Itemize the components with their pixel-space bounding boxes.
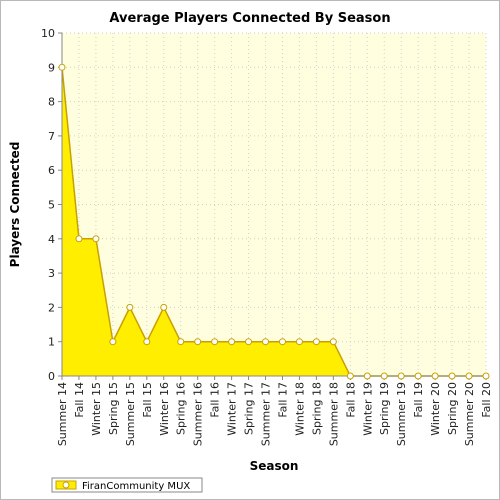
x-tick-label: Summer 16 <box>192 382 205 446</box>
x-tick-label: Fall 17 <box>276 382 289 418</box>
data-point <box>92 235 100 243</box>
x-tick-label: Spring 15 <box>107 382 120 435</box>
data-point <box>431 372 439 380</box>
x-tick-label: Winter 15 <box>90 382 103 436</box>
legend-marker <box>62 481 70 489</box>
data-point <box>448 372 456 380</box>
x-axis: Summer 14 Fall 14 Winter 15 Spring 15 Summer… <box>56 375 493 446</box>
x-tick-label: Winter 20 <box>429 382 442 436</box>
data-point <box>329 338 337 346</box>
series-area-fill <box>62 67 486 377</box>
data-point <box>278 338 286 346</box>
data-point <box>397 372 405 380</box>
data-point <box>380 372 388 380</box>
data-point <box>143 338 151 346</box>
data-point <box>109 338 117 346</box>
x-tick-label: Winter 19 <box>361 382 374 436</box>
x-tick-label: Spring 19 <box>378 382 391 435</box>
x-tick-label: Summer 19 <box>395 382 408 446</box>
x-tick-label: Summer 14 <box>56 382 69 446</box>
data-point <box>312 338 320 346</box>
data-point <box>228 338 236 346</box>
data-point <box>211 338 219 346</box>
x-axis-title: Season <box>250 459 299 473</box>
x-tick-label: Summer 20 <box>463 382 476 446</box>
y-tick-label: 1 <box>48 336 55 349</box>
x-tick-label: Fall 14 <box>73 382 86 418</box>
x-tick-label: Winter 17 <box>226 382 239 436</box>
data-point <box>194 338 202 346</box>
y-tick-label: 7 <box>48 130 55 143</box>
data-point <box>482 372 490 380</box>
x-tick-label: Summer 17 <box>260 382 273 446</box>
x-tick-label: Spring 18 <box>310 382 323 435</box>
data-point <box>465 372 473 380</box>
y-tick-label: 0 <box>48 370 55 383</box>
y-tick-label: 6 <box>48 164 55 177</box>
y-axis-title: Players Connected <box>8 142 22 268</box>
data-point <box>363 372 371 380</box>
y-tick-label: 10 <box>41 27 55 40</box>
data-point <box>75 235 83 243</box>
y-tick-label: 5 <box>48 199 55 212</box>
y-axis: 0 1 2 3 4 5 6 7 8 9 10 <box>41 27 63 383</box>
x-tick-label: Fall 18 <box>344 382 357 418</box>
data-point <box>126 303 134 311</box>
y-tick-label: 4 <box>48 233 55 246</box>
x-tick-label: Summer 15 <box>124 382 137 446</box>
x-tick-label: Fall 15 <box>141 382 154 418</box>
legend: FiranCommunity MUX <box>51 477 203 493</box>
data-point <box>160 303 168 311</box>
data-point <box>414 372 422 380</box>
legend-box <box>51 477 203 493</box>
data-point <box>295 338 303 346</box>
x-tick-label: Winter 16 <box>158 382 171 436</box>
x-tick-label: Winter 18 <box>293 382 306 436</box>
x-tick-label: Spring 16 <box>175 382 188 435</box>
y-tick-label: 2 <box>48 301 55 314</box>
x-tick-label: Fall 16 <box>209 382 222 418</box>
y-tick-label: 3 <box>48 267 55 280</box>
legend-label: FiranCommunity MUX <box>82 481 190 492</box>
x-tick-label: Summer 18 <box>327 382 340 446</box>
y-tick-label: 8 <box>48 96 55 109</box>
data-point <box>245 338 253 346</box>
x-tick-label: Spring 17 <box>243 382 256 435</box>
data-point <box>58 63 66 71</box>
x-tick-label: Fall 20 <box>480 382 493 418</box>
data-points <box>58 63 490 380</box>
data-point <box>177 338 185 346</box>
y-tick-label: 9 <box>48 61 55 74</box>
data-point <box>262 338 270 346</box>
chart-title: Average Players Connected By Season <box>109 11 390 26</box>
x-tick-label: Spring 20 <box>446 382 459 435</box>
data-point <box>346 372 354 380</box>
x-tick-label: Fall 19 <box>412 382 425 418</box>
